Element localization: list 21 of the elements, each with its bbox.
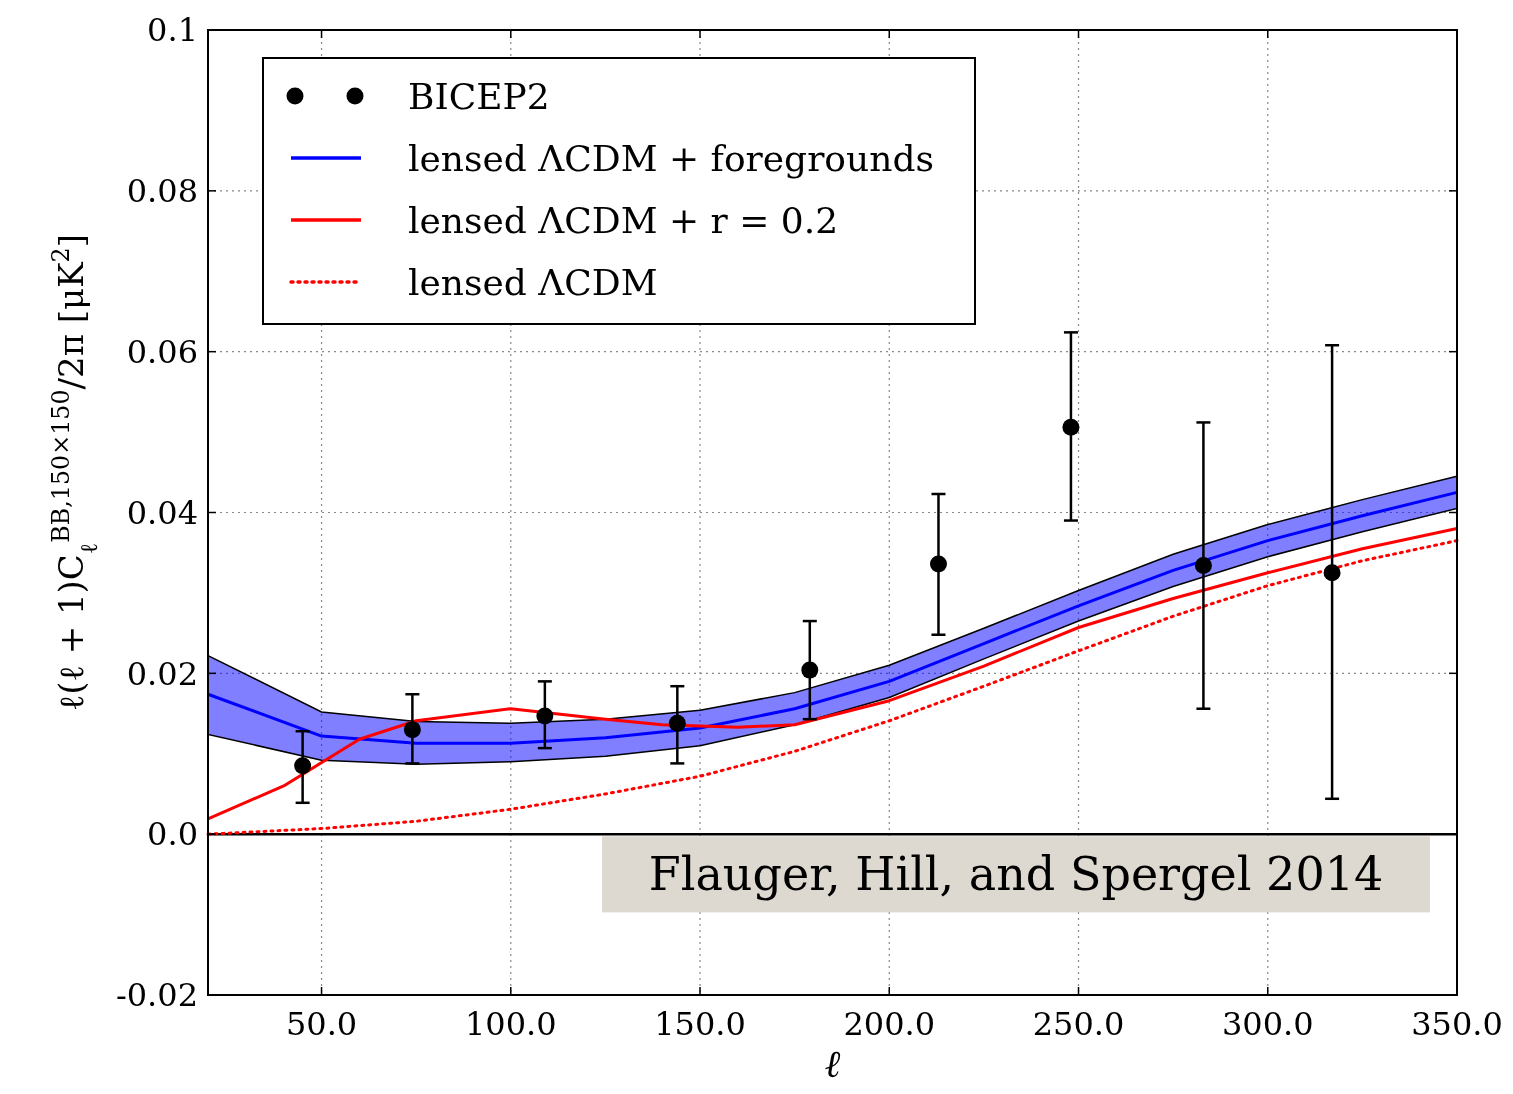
legend-label: lensed ΛCDM + r = 0.2 — [408, 199, 839, 241]
x-tick-label: 100.0 — [464, 1005, 557, 1043]
y-tick-label: -0.02 — [115, 976, 198, 1015]
x-tick-label: 200.0 — [843, 1005, 936, 1043]
legend-label: BICEP2 — [408, 75, 550, 117]
y-tick-label: 0.0 — [147, 815, 198, 854]
x-tick-label: 150.0 — [654, 1005, 746, 1043]
x-axis-title: ℓ — [824, 1042, 841, 1086]
point — [1062, 418, 1080, 436]
legend-label: lensed ΛCDM — [408, 261, 658, 303]
y-tick-label: 0.02 — [126, 654, 198, 693]
y-tick-label: 0.1 — [147, 11, 198, 50]
y-tick-label: 0.08 — [126, 172, 198, 211]
y-tick-label: 0.04 — [126, 493, 198, 532]
x-tick-label: 50.0 — [285, 1005, 358, 1043]
annotation: Flauger, Hill, and Spergel 2014 — [648, 847, 1384, 902]
legend-label: lensed ΛCDM + foregrounds — [408, 137, 934, 179]
y-tick-label: 0.06 — [126, 332, 198, 371]
x-tick-label: 350.0 — [1411, 1005, 1503, 1043]
x-tick-label: 300.0 — [1221, 1005, 1314, 1043]
x-tick-label: 250.0 — [1032, 1005, 1125, 1043]
